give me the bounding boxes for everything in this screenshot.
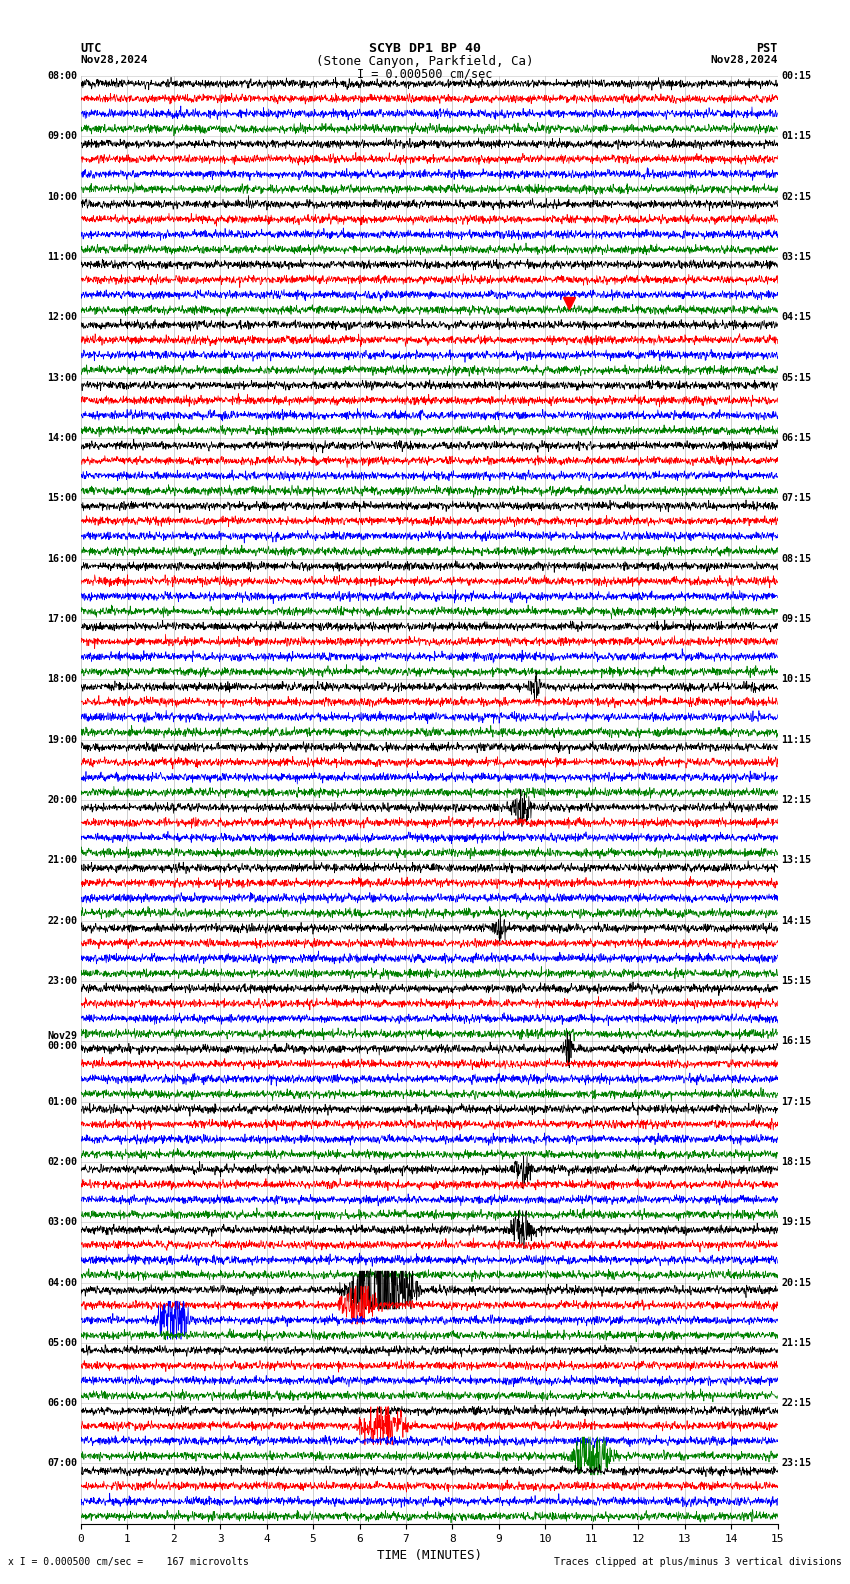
Text: 05:15: 05:15 bbox=[781, 372, 811, 383]
Text: 15:00: 15:00 bbox=[48, 493, 77, 504]
Text: 02:15: 02:15 bbox=[781, 192, 811, 201]
Text: 19:15: 19:15 bbox=[781, 1217, 811, 1228]
Text: 04:15: 04:15 bbox=[781, 312, 811, 322]
Text: 16:00: 16:00 bbox=[48, 554, 77, 564]
Text: 16:15: 16:15 bbox=[781, 1036, 811, 1045]
Text: 07:15: 07:15 bbox=[781, 493, 811, 504]
Text: Nov28,2024: Nov28,2024 bbox=[81, 54, 148, 65]
Text: 03:15: 03:15 bbox=[781, 252, 811, 261]
Text: 11:00: 11:00 bbox=[48, 252, 77, 261]
Text: 09:00: 09:00 bbox=[48, 131, 77, 141]
Text: UTC: UTC bbox=[81, 41, 102, 55]
Text: I = 0.000500 cm/sec: I = 0.000500 cm/sec bbox=[357, 67, 493, 81]
Text: SCYB DP1 BP 40: SCYB DP1 BP 40 bbox=[369, 41, 481, 55]
Text: 07:00: 07:00 bbox=[48, 1459, 77, 1468]
Text: 22:00: 22:00 bbox=[48, 916, 77, 925]
Text: 01:15: 01:15 bbox=[781, 131, 811, 141]
Text: 05:00: 05:00 bbox=[48, 1338, 77, 1348]
Text: Traces clipped at plus/minus 3 vertical divisions: Traces clipped at plus/minus 3 vertical … bbox=[553, 1557, 842, 1567]
Text: 04:00: 04:00 bbox=[48, 1278, 77, 1288]
Text: 03:00: 03:00 bbox=[48, 1217, 77, 1228]
Text: PST: PST bbox=[756, 41, 778, 55]
Text: 13:00: 13:00 bbox=[48, 372, 77, 383]
Text: 19:00: 19:00 bbox=[48, 735, 77, 744]
Text: 06:00: 06:00 bbox=[48, 1399, 77, 1408]
Text: Nov28,2024: Nov28,2024 bbox=[711, 54, 778, 65]
Text: 20:15: 20:15 bbox=[781, 1278, 811, 1288]
Text: 12:00: 12:00 bbox=[48, 312, 77, 322]
Text: 06:15: 06:15 bbox=[781, 432, 811, 444]
X-axis label: TIME (MINUTES): TIME (MINUTES) bbox=[377, 1549, 482, 1562]
Text: 17:00: 17:00 bbox=[48, 615, 77, 624]
Text: 09:15: 09:15 bbox=[781, 615, 811, 624]
Text: 23:15: 23:15 bbox=[781, 1459, 811, 1468]
Text: 00:00: 00:00 bbox=[48, 1041, 77, 1052]
Text: 15:15: 15:15 bbox=[781, 976, 811, 985]
Text: 21:15: 21:15 bbox=[781, 1338, 811, 1348]
Text: 13:15: 13:15 bbox=[781, 855, 811, 865]
Text: 00:15: 00:15 bbox=[781, 71, 811, 81]
Text: 21:00: 21:00 bbox=[48, 855, 77, 865]
Text: 10:15: 10:15 bbox=[781, 675, 811, 684]
Text: 22:15: 22:15 bbox=[781, 1399, 811, 1408]
Text: 20:00: 20:00 bbox=[48, 795, 77, 805]
Text: 18:15: 18:15 bbox=[781, 1156, 811, 1167]
Text: 14:00: 14:00 bbox=[48, 432, 77, 444]
Text: 02:00: 02:00 bbox=[48, 1156, 77, 1167]
Text: 12:15: 12:15 bbox=[781, 795, 811, 805]
Text: 17:15: 17:15 bbox=[781, 1096, 811, 1107]
Text: 18:00: 18:00 bbox=[48, 675, 77, 684]
Text: 08:15: 08:15 bbox=[781, 554, 811, 564]
Text: 11:15: 11:15 bbox=[781, 735, 811, 744]
Text: Nov29: Nov29 bbox=[48, 1031, 77, 1041]
Text: 23:00: 23:00 bbox=[48, 976, 77, 985]
Text: (Stone Canyon, Parkfield, Ca): (Stone Canyon, Parkfield, Ca) bbox=[316, 54, 534, 68]
Text: 01:00: 01:00 bbox=[48, 1096, 77, 1107]
Text: x I = 0.000500 cm/sec =    167 microvolts: x I = 0.000500 cm/sec = 167 microvolts bbox=[8, 1557, 249, 1567]
Text: 08:00: 08:00 bbox=[48, 71, 77, 81]
Text: 10:00: 10:00 bbox=[48, 192, 77, 201]
Text: 14:15: 14:15 bbox=[781, 916, 811, 925]
